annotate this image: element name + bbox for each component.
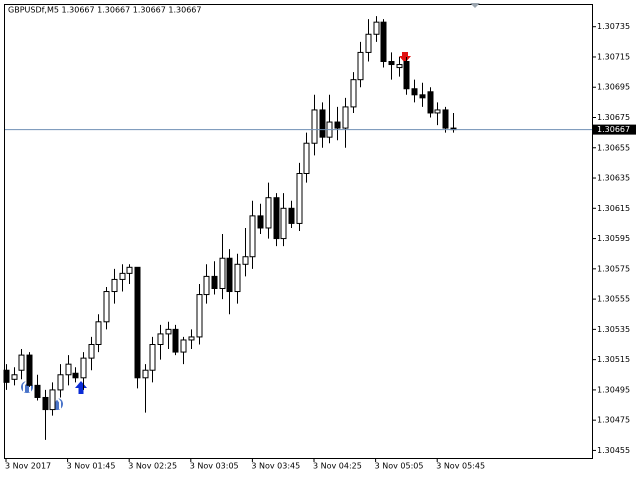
candle-body [126,266,133,274]
candle-body [357,51,364,81]
candle-body [149,344,156,371]
candle-body [157,333,164,346]
candle-body [319,109,326,138]
candle-body [334,121,341,129]
candle-body [226,257,233,293]
candle-body [427,91,434,114]
candle-body [180,339,187,353]
y-tick-label: 1.30615 [597,204,630,213]
candle-body [380,21,387,63]
candle-body [419,94,426,99]
candle-body [403,61,410,90]
x-tick-label: 3 Nov 01:45 [67,462,116,471]
y-tick-label: 1.30495 [597,385,630,394]
candle-body [373,21,380,35]
y-tick-label: 1.30735 [597,22,630,31]
y-tick-label: 1.30575 [597,264,630,273]
candle-body [172,328,179,353]
candle-body [65,363,72,376]
plot-frame [4,4,593,459]
candle-body [303,142,310,174]
scroll-marker[interactable] [470,3,480,8]
candle-body [188,336,195,341]
x-tick-label: 3 Nov 03:45 [251,462,300,471]
candle-body [396,64,403,69]
candle-body [242,256,249,265]
y-tick-label: 1.30675 [597,113,630,122]
y-tick-label: 1.30595 [597,234,630,243]
candle-body [365,33,372,53]
candle-body [342,106,349,129]
candle-body [95,321,102,345]
candle-body [42,396,49,411]
candle-body [119,272,126,280]
candle-body [311,109,318,144]
candle-body [280,207,287,240]
y-tick-label: 1.30535 [597,325,630,334]
candle-body [72,372,79,379]
candle-body [165,328,172,335]
candle-body [203,275,210,296]
candle-body [249,215,256,258]
y-tick-label: 1.30635 [597,174,630,183]
candle-body [3,369,10,383]
candle-body [442,109,449,129]
candle-body [34,384,41,398]
x-tick-label: 3 Nov 02:25 [128,462,177,471]
x-tick-label: 3 Nov 2017 [5,462,51,471]
y-tick-label: 1.30475 [597,416,630,425]
candle-body [80,357,87,379]
candle-body [234,263,241,293]
x-tick-label: 3 Nov 05:05 [375,462,424,471]
sell-arrow [399,52,411,63]
candle-body [196,294,203,338]
candle-body [388,61,395,66]
candle-body [350,79,357,108]
candle-body [49,389,56,411]
candle-body [142,369,149,379]
y-tick-label: 1.30655 [597,143,630,152]
candle-body [88,344,95,359]
candle-body [211,275,218,290]
y-tick-label: 1.30695 [597,83,630,92]
candle-body [103,291,110,323]
y-tick-label: 1.30555 [597,295,630,304]
candle-body [265,197,272,229]
x-tick-label: 3 Nov 04:25 [313,462,362,471]
candle-body [296,172,303,224]
candle-body [111,278,118,293]
candle-body [26,354,33,386]
buy-arrow [75,381,87,394]
candle-body [219,257,226,290]
y-tick-label: 1.30715 [597,52,630,61]
candle-body [288,207,295,224]
candle-body [18,354,25,371]
y-tick-label: 1.30455 [597,446,630,455]
x-tick-label: 3 Nov 03:05 [190,462,239,471]
candle-body [257,215,264,229]
candle-body [11,374,18,380]
chart-title: GBPUSDf,M5 1.30667 1.30667 1.30667 1.306… [8,6,201,15]
candle-body [273,197,280,240]
current-price-label: 1.30667 [597,125,630,134]
candle-body [434,109,441,114]
candles [3,16,457,440]
current-price-box [593,124,636,135]
x-tick-label: 3 Nov 05:45 [436,462,485,471]
candle-body [134,266,141,379]
candle-body [411,88,418,96]
y-tick-label: 1.30515 [597,355,630,364]
candle-body [57,374,64,391]
